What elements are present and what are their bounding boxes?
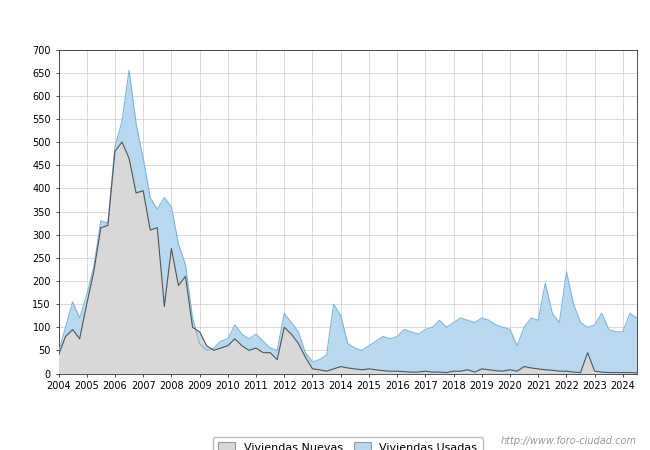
Text: http://www.foro-ciudad.com: http://www.foro-ciudad.com bbox=[501, 436, 637, 446]
Legend: Viviendas Nuevas, Viviendas Usadas: Viviendas Nuevas, Viviendas Usadas bbox=[213, 437, 483, 450]
Text: Azuqueca de Henares - Evolucion del Nº de Transacciones Inmobiliarias: Azuqueca de Henares - Evolucion del Nº d… bbox=[86, 14, 564, 27]
